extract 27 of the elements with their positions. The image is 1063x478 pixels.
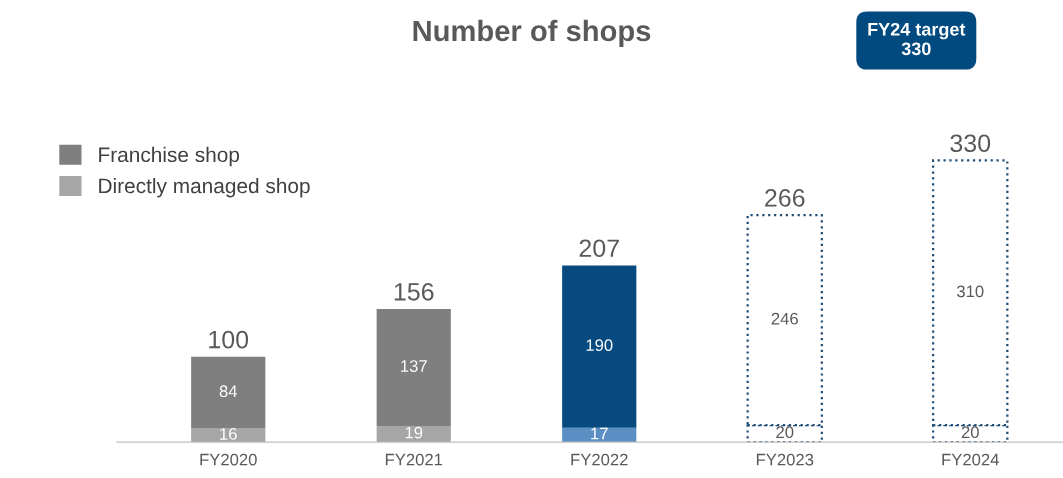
data-label: 19 (405, 426, 423, 439)
total-label: 330 (950, 134, 991, 153)
data-label: 84 (219, 385, 238, 398)
data-label: 246 (771, 312, 798, 325)
data-label: 16 (220, 427, 237, 440)
x-tick-label: FY2024 (942, 453, 999, 466)
bar (191, 356, 266, 429)
data-label: 310 (956, 285, 984, 298)
text: FY24 target 330 (868, 22, 966, 56)
data-label: 190 (586, 339, 613, 352)
x-tick-label: FY2020 (200, 453, 257, 466)
bar (562, 265, 637, 428)
total-label: 207 (579, 239, 619, 258)
data-label: 137 (401, 360, 427, 372)
data-label: 17 (591, 427, 608, 440)
data-label: 20 (961, 426, 979, 439)
total-label: 266 (765, 189, 805, 207)
data-label: 20 (776, 426, 794, 439)
legend-label: Directly managed shop (99, 177, 310, 198)
legend-label: Franchise shop (99, 146, 240, 167)
x-tick-label: FY2023 (756, 453, 814, 466)
total-label: 156 (394, 282, 434, 301)
total-label: 100 (209, 330, 249, 349)
x-tick-label: FY2021 (385, 453, 443, 466)
chart-title: Number of shops (413, 19, 651, 48)
x-tick-label: FY2022 (571, 453, 628, 466)
bar (376, 308, 451, 426)
